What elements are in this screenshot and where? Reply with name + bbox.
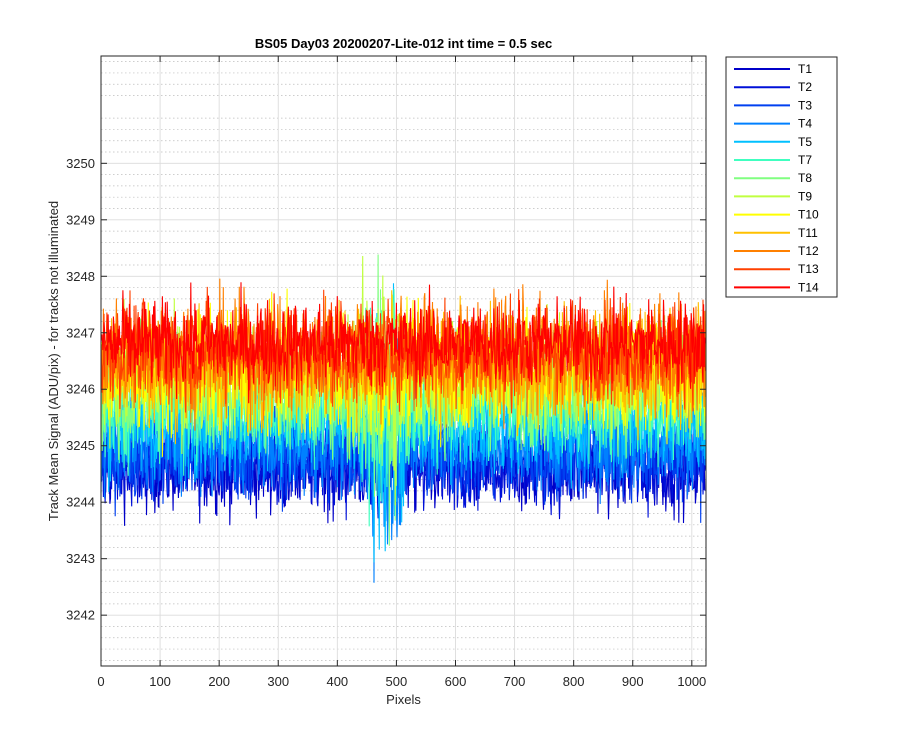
x-tick-label: 800 <box>563 674 585 689</box>
legend-label-t2: T2 <box>798 80 812 94</box>
legend-items: T1 T2 T3 T4 T5 T7 T8 T9 T10 T11 T12 T13 T14 <box>734 62 819 294</box>
y-tick-label: 3247 <box>66 325 95 340</box>
legend-label-t1: T1 <box>798 62 812 76</box>
axes-box <box>100 55 707 667</box>
x-tick-label: 100 <box>149 674 171 689</box>
x-tick-label: 600 <box>445 674 467 689</box>
x-tick-label: 900 <box>622 674 644 689</box>
legend-label-t14: T14 <box>798 280 819 294</box>
y-tick-label: 3248 <box>66 269 95 284</box>
x-tick-label: 500 <box>386 674 408 689</box>
x-tick-label: 300 <box>267 674 289 689</box>
axis-ticks: 0 100 200 300 400 500 600 700 800 900 1000 3242 3243… <box>66 56 706 689</box>
y-tick-label: 3243 <box>66 551 95 566</box>
legend-label-t9: T9 <box>798 189 812 203</box>
y-tick-label: 3246 <box>66 382 95 397</box>
x-tick-label: 1000 <box>677 674 706 689</box>
series-lines <box>100 254 706 583</box>
y-tick-label: 3249 <box>66 212 95 227</box>
legend-box <box>725 56 838 298</box>
legend-label-t10: T10 <box>798 208 819 222</box>
legend-label-t13: T13 <box>798 262 819 276</box>
x-tick-label: 0 <box>97 674 104 689</box>
legend-label-t7: T7 <box>798 153 812 167</box>
legend-label-t8: T8 <box>798 171 812 185</box>
legend-label-t11: T11 <box>798 226 818 240</box>
legend-label-t3: T3 <box>798 98 812 112</box>
legend: T1 T2 T3 T4 T5 T7 T8 T9 T10 T11 T12 T13 T14 <box>725 56 838 298</box>
x-tick-label: 400 <box>326 674 348 689</box>
series-line-t5 <box>100 283 706 563</box>
series-line-t14 <box>100 282 706 404</box>
legend-label-t12: T12 <box>798 244 819 258</box>
legend-label-t4: T4 <box>798 117 812 131</box>
plot-area: 0 100 200 300 400 500 600 700 800 900 1000 3242 3243… <box>66 55 707 689</box>
x-axis-label: Pixels <box>386 692 421 707</box>
y-tick-label: 3244 <box>66 495 95 510</box>
y-axis-label: Track Mean Signal (ADU/pix) - for tracks… <box>46 201 61 521</box>
chart-title: BS05 Day03 20200207-Lite-012 int time = … <box>255 36 552 51</box>
y-tick-label: 3250 <box>66 156 95 171</box>
x-tick-label: 200 <box>208 674 230 689</box>
y-tick-label: 3242 <box>66 608 95 623</box>
x-tick-label: 700 <box>504 674 526 689</box>
y-tick-label: 3245 <box>66 438 95 453</box>
legend-label-t5: T5 <box>798 135 812 149</box>
